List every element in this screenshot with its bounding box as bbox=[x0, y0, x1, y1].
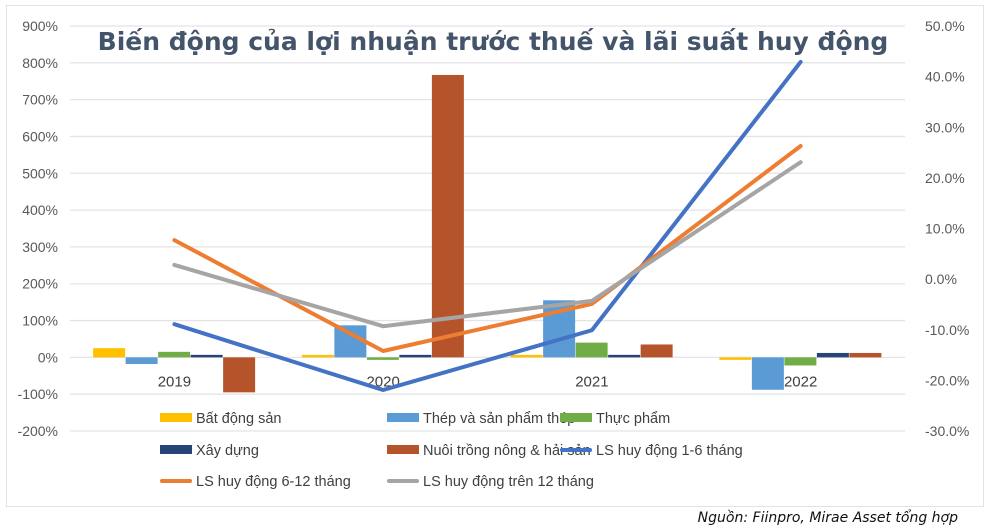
bar bbox=[575, 342, 608, 358]
x-tick-label: 2019 bbox=[158, 373, 191, 390]
legend-label: Bất động sản bbox=[196, 411, 281, 427]
bar bbox=[640, 344, 673, 358]
bar bbox=[93, 348, 126, 358]
y-tick-label: 400% bbox=[22, 202, 58, 218]
legend-label: Xây dựng bbox=[196, 443, 259, 459]
bar bbox=[608, 354, 641, 358]
legend-label: LS huy động 6-12 tháng bbox=[196, 474, 351, 490]
bar bbox=[223, 357, 256, 393]
x-tick-label: 2022 bbox=[784, 373, 817, 390]
y-tick-label: 200% bbox=[22, 276, 58, 292]
legend-swatch bbox=[160, 413, 192, 422]
legend-label: Thực phẩm bbox=[596, 411, 670, 427]
y2-tick-label: -20.0% bbox=[925, 372, 969, 388]
y2-tick-label: 30.0% bbox=[925, 119, 965, 135]
y2-tick-label: -10.0% bbox=[925, 322, 969, 338]
y2-tick-label: 10.0% bbox=[925, 221, 965, 237]
y-tick-label: -200% bbox=[18, 423, 58, 439]
y-tick-label: 300% bbox=[22, 239, 58, 255]
combo-chart: 900% 800% 700% 600% 500% 400% 300% 200% 100% 0% -1… bbox=[18, 18, 970, 490]
right-y-axis: 50.0% 40.0% 30.0% 20.0% 10.0% 0.0% -10.0% -20.0… bbox=[925, 18, 969, 439]
legend-swatch bbox=[160, 445, 192, 454]
y2-tick-label: 40.0% bbox=[925, 69, 965, 85]
legend-swatch bbox=[387, 445, 419, 454]
y2-tick-label: 50.0% bbox=[925, 18, 965, 34]
y-tick-label: 700% bbox=[22, 92, 58, 108]
y-tick-label: 600% bbox=[22, 128, 58, 144]
bar bbox=[399, 354, 432, 358]
source-note: Nguồn: Fiinpro, Mirae Asset tổng hợp bbox=[697, 510, 958, 526]
x-tick-label: 2021 bbox=[575, 373, 608, 390]
y2-tick-label: 20.0% bbox=[925, 170, 965, 186]
left-y-axis: 900% 800% 700% 600% 500% 400% 300% 200% 100% 0% -1… bbox=[18, 18, 58, 439]
bar bbox=[366, 357, 399, 360]
chart-title: Biến động của lợi nhuận trước thuế và lã… bbox=[98, 27, 889, 56]
bar bbox=[719, 357, 752, 360]
y-tick-label: 100% bbox=[22, 313, 58, 329]
y-tick-label: 800% bbox=[22, 55, 58, 71]
x-axis-labels: 2019 2020 2021 2022 bbox=[158, 373, 818, 390]
legend-swatch bbox=[387, 413, 419, 422]
legend-swatch bbox=[560, 413, 592, 422]
bar bbox=[301, 354, 334, 358]
bar bbox=[158, 351, 191, 358]
bar bbox=[125, 357, 158, 364]
line-series bbox=[172, 59, 803, 392]
legend: Bất động sản Thép và sản phẩm thép Thực ph… bbox=[160, 411, 743, 490]
bar bbox=[816, 352, 849, 358]
bar bbox=[190, 354, 223, 358]
bar bbox=[784, 357, 817, 366]
legend-label: LS huy động trên 12 tháng bbox=[423, 474, 594, 490]
legend-label: Nuôi trồng nông & hải sản bbox=[423, 443, 591, 459]
line-series-path bbox=[172, 160, 803, 329]
chart-frame bbox=[6, 5, 984, 507]
bar bbox=[510, 354, 543, 358]
y-tick-label: 500% bbox=[22, 165, 58, 181]
bar bbox=[849, 352, 882, 358]
bar-series bbox=[93, 74, 882, 393]
y2-tick-label: 0.0% bbox=[925, 271, 957, 287]
bar bbox=[751, 357, 784, 390]
y2-tick-label: -30.0% bbox=[925, 423, 969, 439]
bar bbox=[431, 74, 464, 358]
y-tick-label: 900% bbox=[22, 18, 58, 34]
legend-label: LS huy động 1-6 tháng bbox=[596, 443, 743, 459]
y-tick-label: -100% bbox=[18, 386, 58, 402]
line-series-path bbox=[172, 59, 803, 392]
y-tick-label: 0% bbox=[38, 349, 58, 365]
legend-label: Thép và sản phẩm thép bbox=[423, 411, 575, 427]
